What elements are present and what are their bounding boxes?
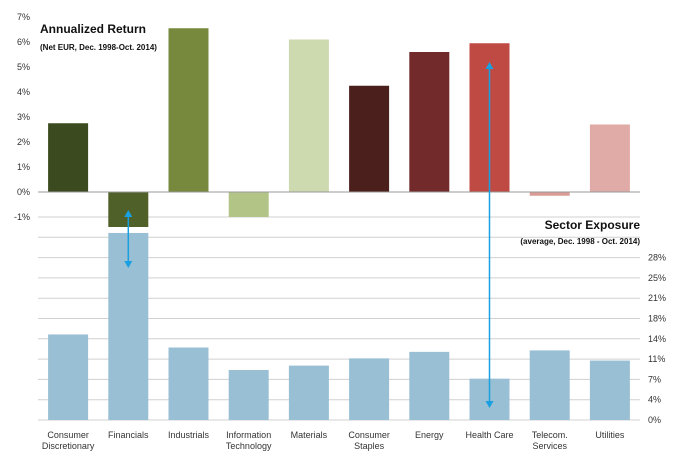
category-label: Financials — [108, 430, 149, 440]
return-tick-label: 5% — [17, 62, 30, 72]
exposure-tick-label: 7% — [648, 374, 661, 384]
comparison-arrowhead-up — [124, 210, 133, 217]
return-bars — [48, 28, 630, 227]
category-label: Utilities — [595, 430, 625, 440]
return-bar — [228, 192, 269, 217]
comparison-arrowhead-up — [485, 62, 494, 69]
exposure-bars — [48, 232, 630, 420]
return-tick-label: -1% — [14, 212, 30, 222]
exposure-bar — [589, 360, 630, 420]
return-bar — [349, 85, 390, 192]
category-label-line: Services — [532, 441, 567, 451]
category-label-line: Financials — [108, 430, 149, 440]
exposure-tick-label: 25% — [648, 273, 666, 283]
category-label-line: Energy — [415, 430, 444, 440]
return-tick-label: 3% — [17, 112, 30, 122]
return-bar — [48, 123, 89, 192]
return-bar — [409, 52, 450, 192]
return-axis-ticks: -1% 0% 1% 2% 3% 4% 5% 6% 7% — [14, 12, 30, 222]
comparison-arrowhead-down — [485, 401, 494, 408]
exposure-tick-label: 0% — [648, 415, 661, 425]
category-label: Health Care — [465, 430, 513, 440]
category-label: Industrials — [168, 430, 210, 440]
exposure-tick-label: 21% — [648, 293, 666, 303]
exposure-bar — [349, 358, 390, 420]
return-chart-title: Annualized Return — [40, 22, 146, 36]
comparison-arrows — [124, 62, 494, 408]
return-tick-label: 2% — [17, 137, 30, 147]
category-label-line: Industrials — [168, 430, 210, 440]
category-label: Consumer Discretionary — [42, 430, 95, 451]
category-label: Telecom. Services — [532, 430, 568, 451]
category-label-line: Consumer — [348, 430, 390, 440]
exposure-chart-subtitle: (average, Dec. 1998 - Oct. 2014) — [520, 237, 640, 246]
category-label-line: Consumer — [47, 430, 89, 440]
return-tick-label: 7% — [17, 12, 30, 22]
category-label-line: Utilities — [595, 430, 625, 440]
return-tick-label: 1% — [17, 162, 30, 172]
exposure-chart-title: Sector Exposure — [545, 218, 641, 232]
exposure-bar — [228, 369, 269, 420]
exposure-bar — [409, 351, 450, 420]
return-bar — [168, 28, 209, 192]
category-label-line: Information — [226, 430, 271, 440]
category-label: Materials — [291, 430, 328, 440]
exposure-bar — [48, 334, 89, 420]
exposure-tick-label: 11% — [648, 354, 665, 364]
category-label-line: Technology — [226, 441, 272, 451]
category-label-line: Materials — [291, 430, 328, 440]
category-label-line: Discretionary — [42, 441, 95, 451]
exposure-axis-ticks: 0% 4% 7% 11% 14% 18% 21% 25% 28% — [648, 253, 666, 425]
category-label-line: Health Care — [465, 430, 513, 440]
category-label: Information Technology — [226, 430, 272, 451]
comparison-arrowhead-down — [124, 261, 133, 268]
return-bar — [589, 124, 630, 192]
category-label: Energy — [415, 430, 444, 440]
exposure-tick-label: 18% — [648, 314, 666, 324]
return-bar — [529, 192, 570, 196]
exposure-tick-label: 4% — [648, 395, 661, 405]
return-tick-label: 6% — [17, 37, 30, 47]
category-label-line: Telecom. — [532, 430, 568, 440]
return-chart-subtitle: (Net EUR, Dec. 1998-Oct. 2014) — [40, 43, 157, 52]
category-label: Consumer Staples — [348, 430, 390, 451]
return-tick-label: 4% — [17, 87, 30, 97]
return-tick-label: 0% — [17, 187, 30, 197]
exposure-tick-label: 28% — [648, 253, 666, 263]
return-bar — [288, 39, 329, 192]
exposure-tick-label: 14% — [648, 334, 666, 344]
exposure-bar — [288, 365, 329, 420]
exposure-bar — [529, 350, 570, 420]
exposure-bar — [168, 347, 209, 420]
category-label-line: Staples — [354, 441, 385, 451]
